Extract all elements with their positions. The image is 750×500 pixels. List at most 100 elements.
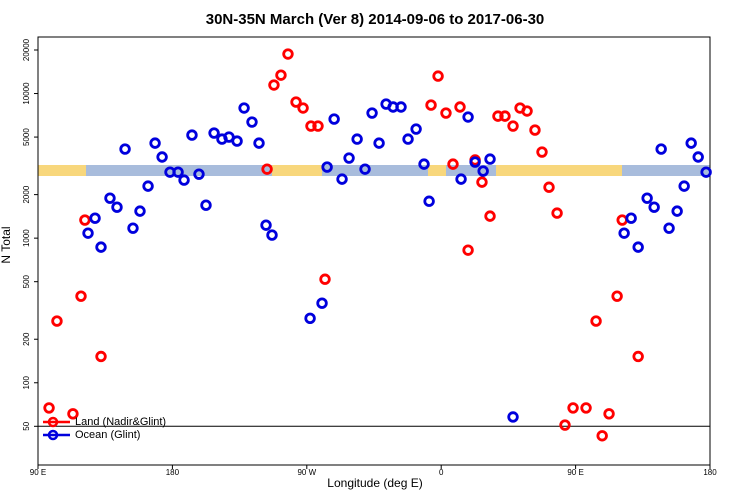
point [447, 158, 459, 170]
point [51, 315, 63, 327]
point [312, 120, 324, 132]
point [238, 102, 250, 114]
point [119, 143, 131, 155]
point [507, 411, 519, 423]
point [536, 146, 548, 158]
point [663, 222, 675, 234]
point [79, 214, 91, 226]
chart-title: 30N-35N March (Ver 8) 2014-09-06 to 2017… [206, 11, 545, 28]
point [616, 214, 628, 226]
point [462, 244, 474, 256]
legend-label: Ocean (Glint) [75, 429, 140, 441]
point [671, 205, 683, 217]
point [75, 290, 87, 302]
point [156, 151, 168, 163]
x-tick-label: 90 E [567, 468, 583, 477]
point [304, 312, 316, 325]
point [418, 158, 430, 170]
point [423, 195, 435, 207]
point [632, 350, 644, 363]
point [484, 210, 496, 222]
point [351, 133, 363, 145]
y-tick-label: 20000 [22, 38, 31, 61]
point [529, 124, 541, 136]
y-tick-label: 2000 [22, 185, 31, 203]
point [551, 207, 563, 219]
point [499, 110, 511, 122]
point [625, 212, 637, 224]
point [67, 408, 79, 420]
y-tick-label: 50 [22, 421, 31, 430]
point [142, 180, 154, 192]
x-tick-label: 180 [166, 468, 180, 477]
point [366, 107, 378, 119]
point [186, 129, 198, 141]
land-ocean-strip [38, 165, 710, 176]
point [193, 168, 205, 180]
point [336, 173, 348, 185]
point [127, 222, 139, 234]
point [455, 173, 467, 185]
legend-marker [47, 416, 59, 428]
point [82, 227, 94, 239]
point [432, 70, 444, 82]
point [359, 163, 371, 175]
y-tick-label: 500 [22, 274, 31, 288]
legend-label: Land (Nadir&Glint) [75, 416, 166, 428]
point [297, 102, 309, 114]
point [590, 315, 602, 327]
point [476, 176, 488, 188]
point [603, 408, 615, 420]
point [43, 402, 55, 414]
point [678, 180, 690, 192]
point [700, 166, 712, 178]
x-axis-label: Longitude (deg E) [327, 476, 422, 490]
point [208, 127, 220, 139]
point [567, 402, 579, 414]
point [410, 123, 422, 135]
point [260, 219, 272, 231]
point [373, 137, 385, 149]
point [134, 205, 146, 217]
point [641, 192, 653, 204]
point [655, 143, 667, 155]
y-tick-label: 200 [22, 332, 31, 346]
point [290, 96, 302, 108]
point [253, 137, 265, 149]
y-tick-label: 10000 [22, 82, 31, 105]
point [462, 111, 474, 123]
point [319, 273, 331, 285]
point [231, 135, 243, 147]
point [178, 174, 190, 186]
point [246, 116, 258, 128]
point [149, 137, 161, 149]
point [282, 48, 294, 60]
y-tick-label: 100 [22, 376, 31, 390]
legend-marker [47, 429, 59, 441]
point [469, 156, 481, 168]
point [521, 105, 533, 117]
point [685, 137, 697, 149]
x-tick-label: 90 W [297, 468, 316, 477]
point [440, 107, 452, 119]
point [692, 151, 704, 163]
point [402, 133, 414, 145]
point [395, 101, 407, 113]
point [305, 120, 317, 132]
point [268, 79, 280, 91]
point [611, 290, 623, 302]
point [477, 165, 489, 177]
point [580, 402, 592, 414]
point [425, 99, 437, 111]
point [454, 101, 466, 113]
point [321, 161, 333, 173]
x-tick-label: 0 [439, 468, 444, 477]
point [200, 199, 212, 211]
point [95, 350, 107, 363]
point [559, 419, 571, 431]
point [618, 227, 630, 239]
point [89, 212, 101, 224]
point [172, 166, 184, 178]
